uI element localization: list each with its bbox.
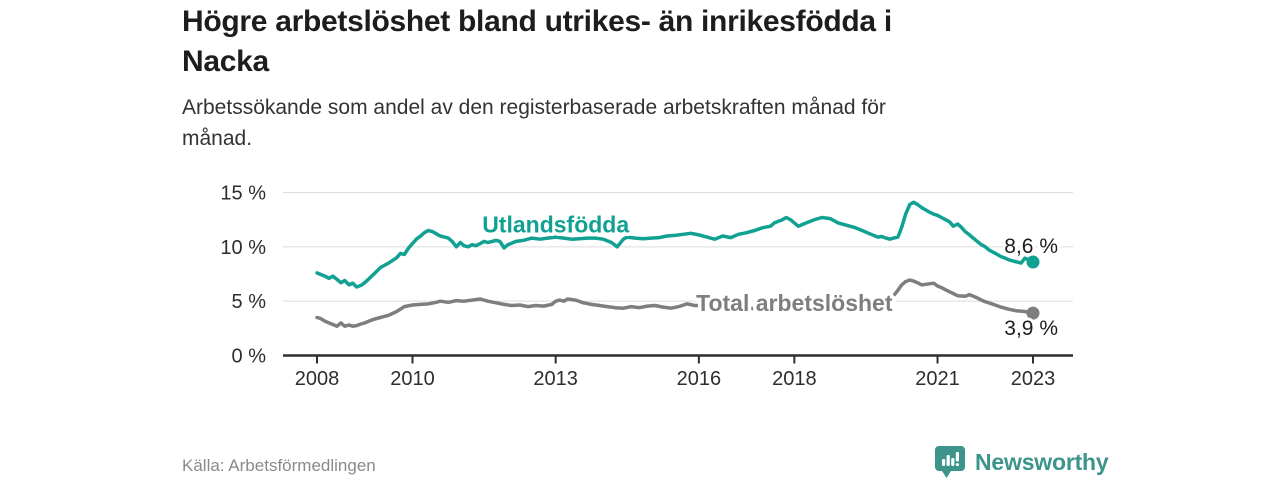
source-note: Källa: Arbetsförmedlingen (182, 456, 376, 475)
speech-bubble-bar-chart-icon (935, 446, 965, 478)
series-line (315, 278, 1035, 328)
page-title-line1: Högre arbetslöshet bland utrikes- än inr… (182, 5, 892, 38)
page-subtitle-line2: månad. (182, 127, 253, 150)
page-subtitle-line1: Arbetssökande som andel av den registerb… (182, 96, 886, 119)
x-tick-label: 2018 (772, 368, 817, 390)
page-title: Högre arbetslöshet bland utrikes- än inr… (182, 2, 1122, 82)
newsworthy-logo: Newsworthy (934, 444, 1109, 480)
series-label: Utlandsfödda (482, 212, 629, 238)
page-subtitle: Arbetssökande som andel av den registerb… (182, 92, 1102, 154)
x-tick-label: 2010 (390, 368, 435, 390)
series-end-dot (1026, 306, 1040, 320)
y-tick-label: 5 % (232, 291, 267, 313)
x-tick-label: 2016 (677, 368, 722, 390)
page-title-line2: Nacka (182, 45, 269, 78)
x-tick-label: 2008 (295, 368, 340, 390)
x-tick-label: 2013 (533, 368, 578, 390)
series-line (315, 200, 1035, 289)
y-tick-label: 0 % (232, 346, 267, 368)
series-end-value-label: 3,9 % (1004, 317, 1058, 340)
x-tick-label: 2023 (1011, 368, 1056, 390)
y-tick-label: 10 % (220, 237, 266, 259)
series-end-value-label: 8,6 % (1004, 235, 1058, 258)
series-label: Total arbetslöshet (696, 290, 893, 316)
series-end-dot (1026, 255, 1040, 269)
x-tick-label: 2021 (915, 368, 960, 390)
brand-name: Newsworthy (975, 448, 1109, 475)
y-tick-label: 15 % (220, 183, 266, 205)
